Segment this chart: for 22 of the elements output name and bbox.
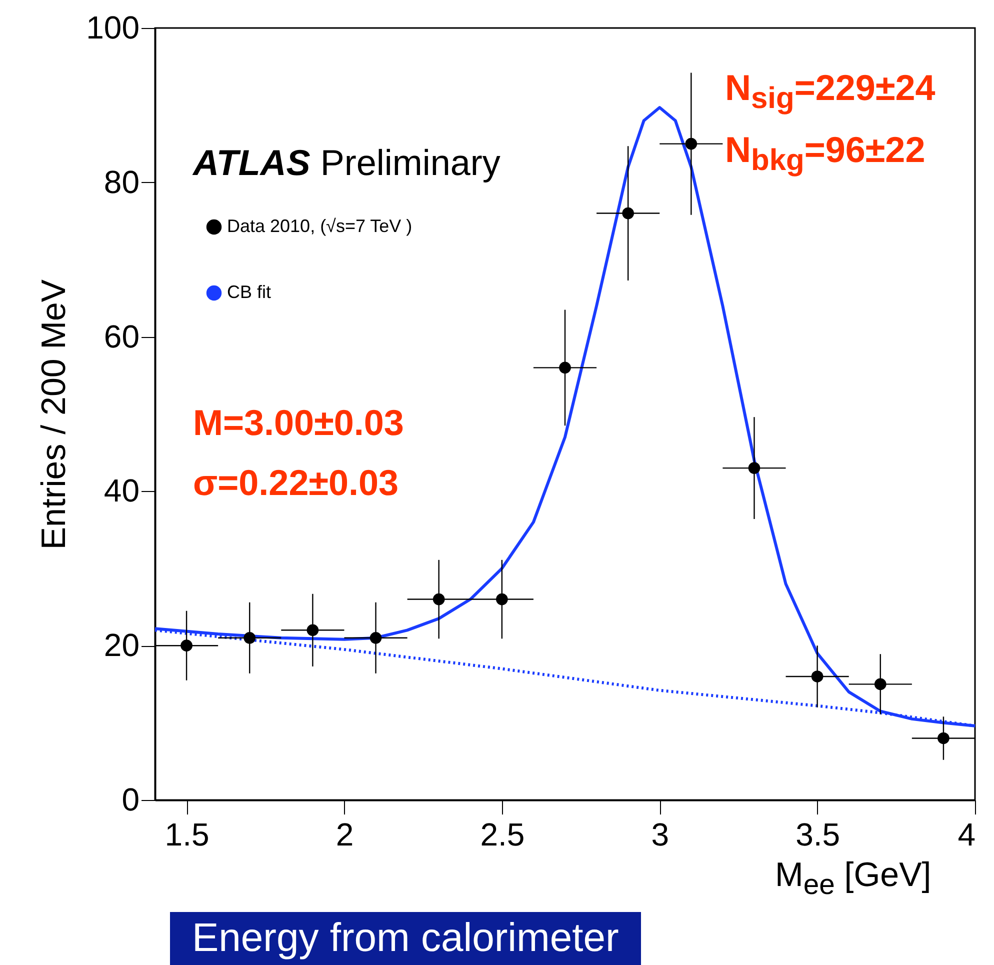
x-tick-label: 3.5	[796, 816, 840, 852]
legend-label: CB fit	[227, 282, 272, 302]
x-tick-label: 1.5	[164, 816, 210, 852]
x-tick-label: 4	[958, 816, 976, 852]
x-tick-label: 3	[651, 816, 670, 852]
y-tick-label: 0	[122, 782, 140, 818]
annotation: N$_{bkg}$=96±22	[725, 129, 926, 178]
x-tick-label: 2.5	[480, 816, 525, 852]
legend-label: Data 2010, (√s=7 TeV )	[227, 216, 412, 236]
annotation: ATLAS Preliminary	[193, 142, 500, 183]
text: Energy from calorimeter	[170, 912, 641, 965]
x-axis-title: M$_{ee}$ [GeV]	[775, 856, 932, 901]
annotation: M=3.00±0.03	[193, 402, 404, 443]
annotation: N$_{sig}$=229±24	[725, 67, 936, 116]
annotation: σ=0.22±0.03	[193, 462, 399, 503]
y-tick-label: 40	[104, 472, 140, 509]
y-axis-title: Entries / 200 MeV	[35, 279, 74, 550]
y-tick-label: 100	[86, 10, 140, 46]
y-tick-label: 80	[104, 164, 140, 200]
y-tick-label: 60	[104, 318, 140, 354]
y-tick-label: 20	[104, 627, 140, 664]
x-tick-label: 2	[336, 816, 354, 852]
